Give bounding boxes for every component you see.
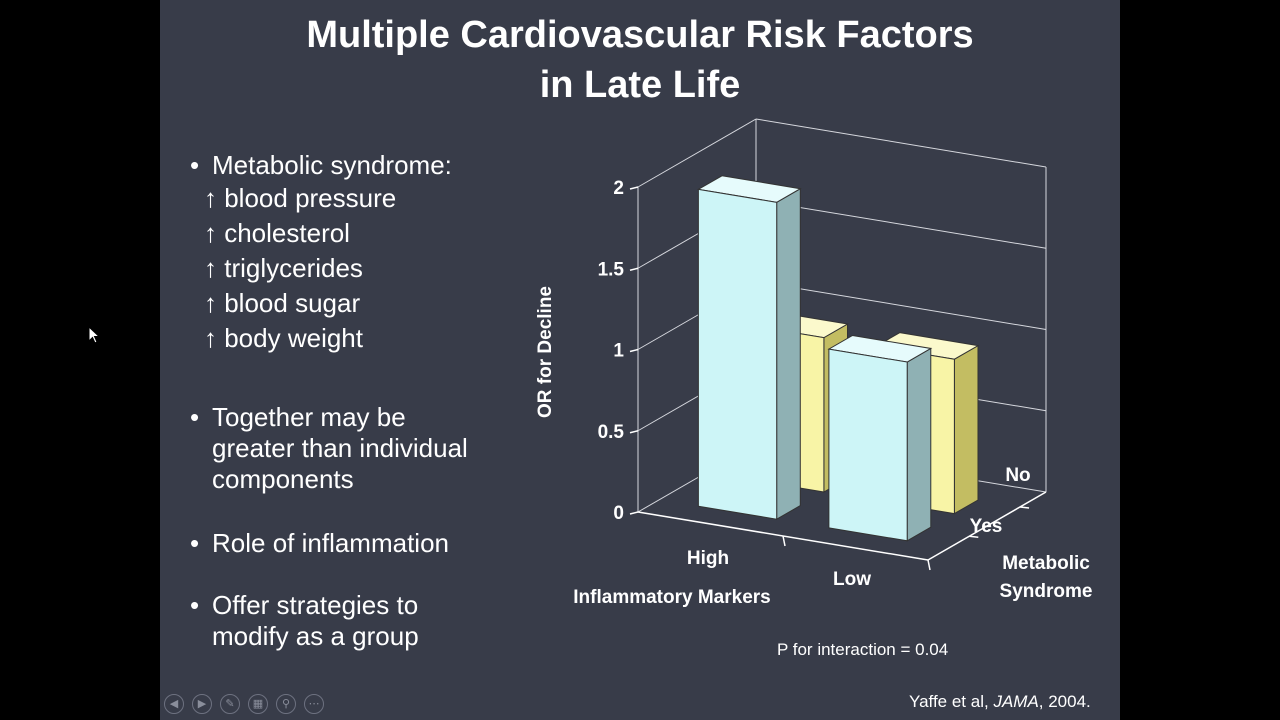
sub-item: ↑ cholesterol [204, 218, 350, 248]
series-label: Yes [970, 516, 1003, 537]
y-tick-label: 1 [613, 341, 624, 362]
bullet-marker: • [190, 528, 200, 558]
y-tick [629, 186, 639, 190]
slide: Multiple Cardiovascular Risk Factors in … [160, 0, 1120, 720]
slide-title: Multiple Cardiovascular Risk Factors in … [160, 10, 1120, 110]
previous-slide-icon[interactable]: ◀ [164, 694, 184, 714]
slideshow-controls: ◀ ▶ ✎ ▦ ⚲ ⋯ [164, 694, 324, 716]
title-line-1: Multiple Cardiovascular Risk Factors [306, 14, 974, 56]
bullet-marker: • [190, 590, 200, 620]
bullet-text: greater than individual [212, 433, 468, 463]
sub-item: ↑ triglycerides [204, 253, 363, 283]
bullet-together: • Together may be greater than individua… [190, 402, 542, 495]
gridline [755, 118, 1047, 168]
bullet-text: modify as a group [212, 621, 419, 651]
depth-axis-label: Metabolic [1002, 553, 1090, 574]
y-tick-label: 1.5 [598, 259, 625, 280]
y-tick [629, 430, 639, 434]
x-category-label: Low [833, 569, 871, 590]
citation-year: , 2004. [1038, 692, 1091, 711]
bar-side [906, 347, 932, 542]
y-tick-label: 0 [613, 503, 624, 524]
y-tick-label: 2 [613, 178, 624, 199]
depth-axis-label: Syndrome [1000, 581, 1093, 602]
x-tick [927, 559, 931, 571]
axis-edge [927, 491, 1047, 561]
x-category-label: High [687, 548, 729, 569]
bar-side [953, 344, 979, 515]
p-for-interaction-note: P for interaction = 0.04 [777, 640, 949, 659]
sub-item: ↑ body weight [204, 323, 363, 353]
series-label: No [1005, 465, 1030, 486]
bullet-marker: • [190, 150, 200, 180]
sub-item: ↑ blood pressure [204, 183, 397, 213]
gridline [755, 281, 1047, 330]
bar-chart-3d: 0 0.5 1 1.5 2 OR for Decline High Low Inflammato… [535, 118, 1093, 608]
y-tick [629, 348, 639, 353]
depth-tick [1019, 506, 1030, 509]
bullet-text: components [212, 464, 354, 494]
bar [828, 348, 908, 542]
next-slide-icon[interactable]: ▶ [192, 694, 212, 714]
mouse-pointer-icon [88, 326, 101, 344]
bullet-text: Offer strategies to [212, 590, 419, 620]
citation: Yaffe et al, JAMA, 2004. [909, 692, 1091, 712]
bar [697, 188, 778, 520]
citation-author: Yaffe et al, [909, 692, 994, 711]
bar-side [776, 187, 801, 521]
bullet-text: Together may be [212, 402, 406, 432]
citation-journal: JAMA [993, 692, 1039, 711]
pen-icon[interactable]: ✎ [220, 694, 240, 714]
y-tick [629, 511, 639, 515]
gridline [755, 199, 1047, 249]
depth-tick [969, 535, 979, 538]
gridline [637, 118, 757, 188]
bullet-metabolic-syndrome: • Metabolic syndrome: ↑ blood pressure ↑… [190, 150, 520, 356]
bullet-marker: • [190, 402, 200, 432]
x-axis-label: Inflammatory Markers [573, 587, 770, 608]
y-tick-label: 0.5 [598, 422, 625, 443]
bullet-inflammation: • Role of inflammation [190, 528, 542, 559]
slides-grid-icon[interactable]: ▦ [248, 694, 268, 714]
zoom-icon[interactable]: ⚲ [276, 694, 296, 714]
more-options-icon[interactable]: ⋯ [304, 694, 324, 714]
title-line-2: in Late Life [539, 64, 741, 106]
sub-item: ↑ blood sugar [204, 288, 361, 318]
y-axis-label: OR for Decline [535, 286, 556, 418]
y-tick [629, 267, 639, 271]
bullet-text: Metabolic syndrome: [212, 150, 452, 180]
bullet-strategies: • Offer strategies to modify as a group [190, 590, 542, 652]
x-tick [782, 535, 786, 547]
bullet-text: Role of inflammation [212, 528, 449, 558]
